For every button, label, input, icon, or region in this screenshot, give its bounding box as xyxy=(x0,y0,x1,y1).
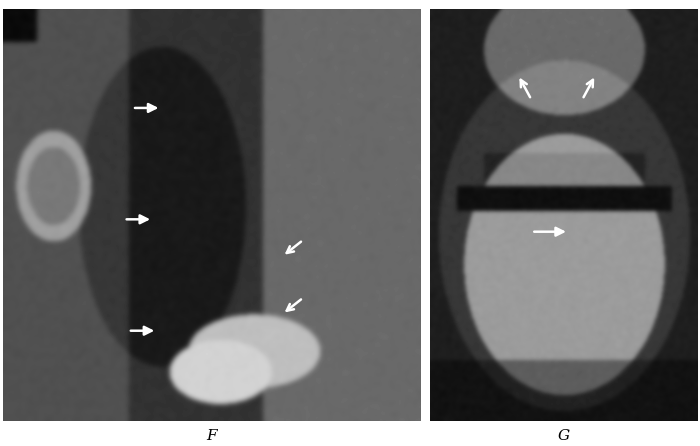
Text: F: F xyxy=(206,429,217,443)
Text: G: G xyxy=(557,429,570,443)
